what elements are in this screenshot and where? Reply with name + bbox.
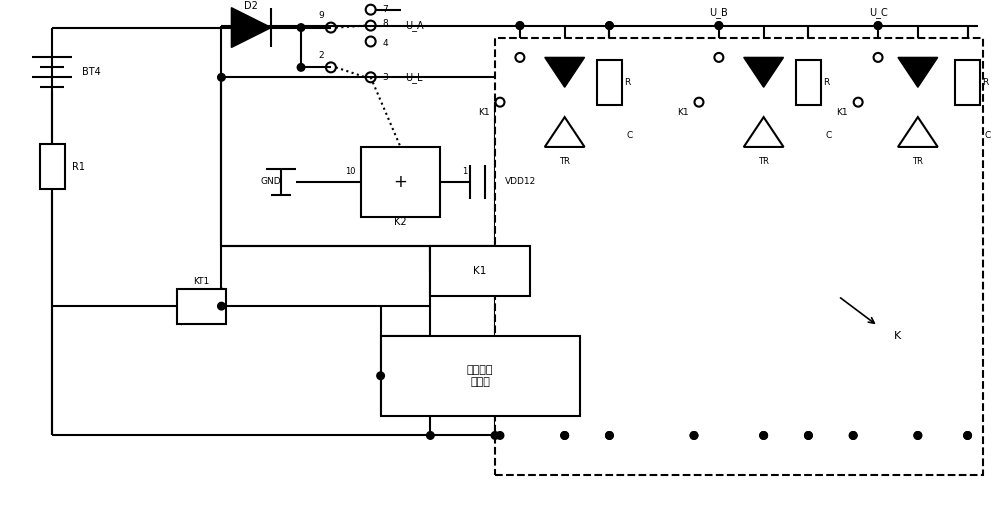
Text: +: + <box>394 173 407 191</box>
Text: TR: TR <box>559 158 570 166</box>
Circle shape <box>914 432 922 439</box>
Circle shape <box>805 432 812 439</box>
Text: BT4: BT4 <box>82 67 101 77</box>
Polygon shape <box>744 117 784 147</box>
Circle shape <box>496 432 504 439</box>
Bar <box>40 144 65 189</box>
Circle shape <box>427 432 434 439</box>
Text: TR: TR <box>758 158 769 166</box>
Circle shape <box>561 432 568 439</box>
Text: VDD12: VDD12 <box>505 177 536 186</box>
Circle shape <box>606 432 613 439</box>
Circle shape <box>377 372 384 380</box>
Bar <box>955 60 980 104</box>
Bar <box>381 336 580 416</box>
Text: K1: K1 <box>473 266 487 276</box>
Text: K1: K1 <box>478 108 490 117</box>
Text: KT1: KT1 <box>193 277 210 286</box>
Polygon shape <box>545 117 585 147</box>
Circle shape <box>606 22 613 29</box>
Polygon shape <box>744 57 784 87</box>
Circle shape <box>964 432 971 439</box>
Polygon shape <box>545 57 585 87</box>
Text: C: C <box>825 131 831 140</box>
Text: R: R <box>823 78 829 87</box>
Text: 1: 1 <box>463 167 468 176</box>
Text: K2: K2 <box>394 217 407 227</box>
Circle shape <box>760 432 767 439</box>
Text: 2: 2 <box>318 51 324 60</box>
Text: C: C <box>626 131 632 140</box>
Text: U_L: U_L <box>405 72 423 83</box>
Bar <box>597 60 622 104</box>
Circle shape <box>849 432 857 439</box>
Text: GND: GND <box>261 177 281 186</box>
Text: 7: 7 <box>383 5 388 14</box>
Circle shape <box>297 64 305 71</box>
Circle shape <box>606 432 613 439</box>
Circle shape <box>516 22 524 29</box>
Circle shape <box>561 432 568 439</box>
Circle shape <box>297 24 305 32</box>
Circle shape <box>874 22 882 29</box>
Circle shape <box>760 432 767 439</box>
Circle shape <box>690 432 698 439</box>
Text: K1: K1 <box>677 108 689 117</box>
Text: U_A: U_A <box>405 20 424 31</box>
Circle shape <box>849 432 857 439</box>
Text: R1: R1 <box>72 162 85 172</box>
Text: 4: 4 <box>383 39 388 48</box>
Circle shape <box>715 22 723 29</box>
Text: R: R <box>624 78 630 87</box>
Circle shape <box>874 22 882 29</box>
Text: K1: K1 <box>837 108 848 117</box>
Text: K: K <box>894 331 902 341</box>
Polygon shape <box>898 117 938 147</box>
Circle shape <box>516 22 524 29</box>
Text: 3: 3 <box>383 73 388 82</box>
Text: 继电器驱
动电路: 继电器驱 动电路 <box>467 365 493 386</box>
Text: D2: D2 <box>244 1 258 10</box>
Text: C: C <box>984 131 991 140</box>
Bar <box>361 147 440 217</box>
Bar <box>430 246 530 296</box>
Circle shape <box>491 432 499 439</box>
Circle shape <box>715 22 723 29</box>
Polygon shape <box>898 57 938 87</box>
Circle shape <box>218 302 225 310</box>
Text: 9: 9 <box>318 11 324 20</box>
Text: U_C: U_C <box>869 7 887 18</box>
Text: R: R <box>982 78 989 87</box>
Polygon shape <box>231 8 271 47</box>
Text: U_B: U_B <box>709 7 728 18</box>
Circle shape <box>606 22 613 29</box>
Bar <box>177 289 226 323</box>
Circle shape <box>218 74 225 81</box>
Bar <box>495 37 983 475</box>
Circle shape <box>690 432 698 439</box>
Circle shape <box>805 432 812 439</box>
Bar <box>796 60 821 104</box>
Text: TR: TR <box>912 158 923 166</box>
Circle shape <box>914 432 922 439</box>
Text: 8: 8 <box>383 19 388 28</box>
Text: 10: 10 <box>346 167 356 176</box>
Circle shape <box>964 432 971 439</box>
